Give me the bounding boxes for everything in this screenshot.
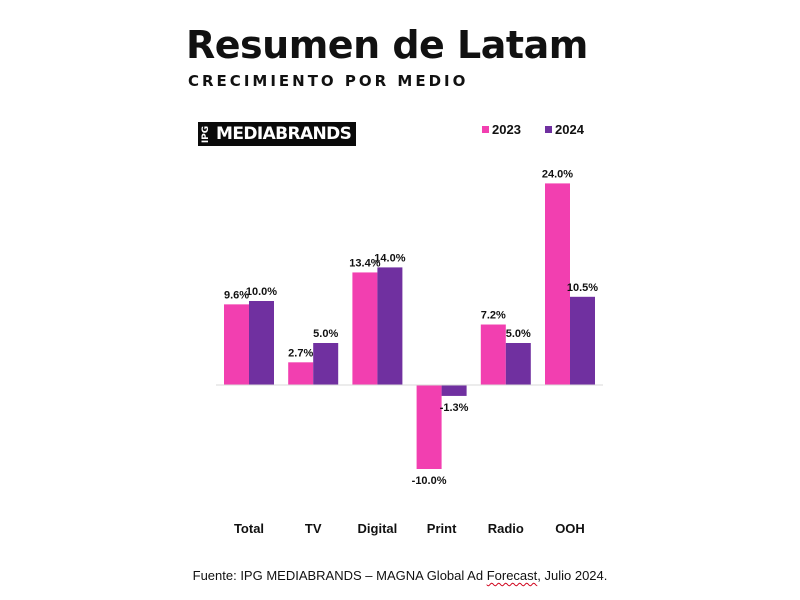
legend-swatch-2024	[545, 126, 552, 133]
mediabrands-logo: IPG MEDIABRANDS	[198, 122, 356, 146]
bar-tv-2024	[313, 343, 339, 385]
bar-digital-2024	[377, 267, 403, 385]
category-label-total: Total	[234, 521, 264, 536]
category-label-print: Print	[427, 521, 457, 536]
legend-label-2024: 2024	[555, 122, 585, 137]
category-label-digital: Digital	[358, 521, 398, 536]
data-label-radio-2023: 7.2%	[481, 310, 506, 322]
data-label-print-2023: -10.0%	[412, 475, 447, 487]
source-footnote: Fuente: IPG MEDIABRANDS – MAGNA Global A…	[0, 567, 800, 585]
page-title: Resumen de Latam	[186, 23, 588, 67]
category-label-radio: Radio	[488, 521, 524, 536]
legend-label-2023: 2023	[492, 122, 521, 137]
data-label-radio-2024: 5.0%	[506, 328, 531, 340]
logo-name: MEDIABRANDS	[216, 124, 352, 144]
footnote-before: Fuente: IPG MEDIABRANDS – MAGNA Global A…	[192, 568, 487, 583]
category-label-ooh: OOH	[555, 521, 585, 536]
footnote-underlined-word: Forecast	[486, 568, 538, 583]
data-label-tv-2023: 2.7%	[288, 347, 313, 359]
data-label-digital-2024: 14.0%	[374, 252, 405, 264]
data-label-digital-2023: 13.4%	[349, 257, 380, 269]
bar-radio-2023	[480, 324, 506, 385]
bar-tv-2023	[288, 362, 314, 385]
bar-print-2024	[441, 385, 467, 396]
bar-total-2023	[224, 304, 249, 385]
bar-ooh-2023	[545, 183, 570, 385]
data-label-total-2024: 10.0%	[246, 286, 277, 298]
bar-print-2023	[416, 385, 442, 469]
data-label-ooh-2023: 24.0%	[542, 168, 573, 180]
category-label-tv: TV	[305, 521, 322, 536]
bar-radio-2024	[505, 343, 531, 385]
bar-digital-2023	[352, 272, 378, 385]
bar-chart: 9.6%10.0%Total2.7%5.0%TV13.4%14.0%Digita…	[216, 122, 603, 536]
data-label-total-2023: 9.6%	[224, 289, 249, 301]
bar-total-2024	[249, 301, 274, 385]
data-label-ooh-2024: 10.5%	[567, 282, 598, 294]
footnote-after: , Julio 2024.	[537, 568, 608, 583]
page-subtitle: CRECIMIENTO POR MEDIO	[188, 72, 469, 90]
data-label-tv-2024: 5.0%	[313, 328, 338, 340]
legend-swatch-2023	[482, 126, 489, 133]
bar-ooh-2024	[570, 296, 595, 385]
data-label-print-2024: -1.3%	[440, 402, 469, 414]
